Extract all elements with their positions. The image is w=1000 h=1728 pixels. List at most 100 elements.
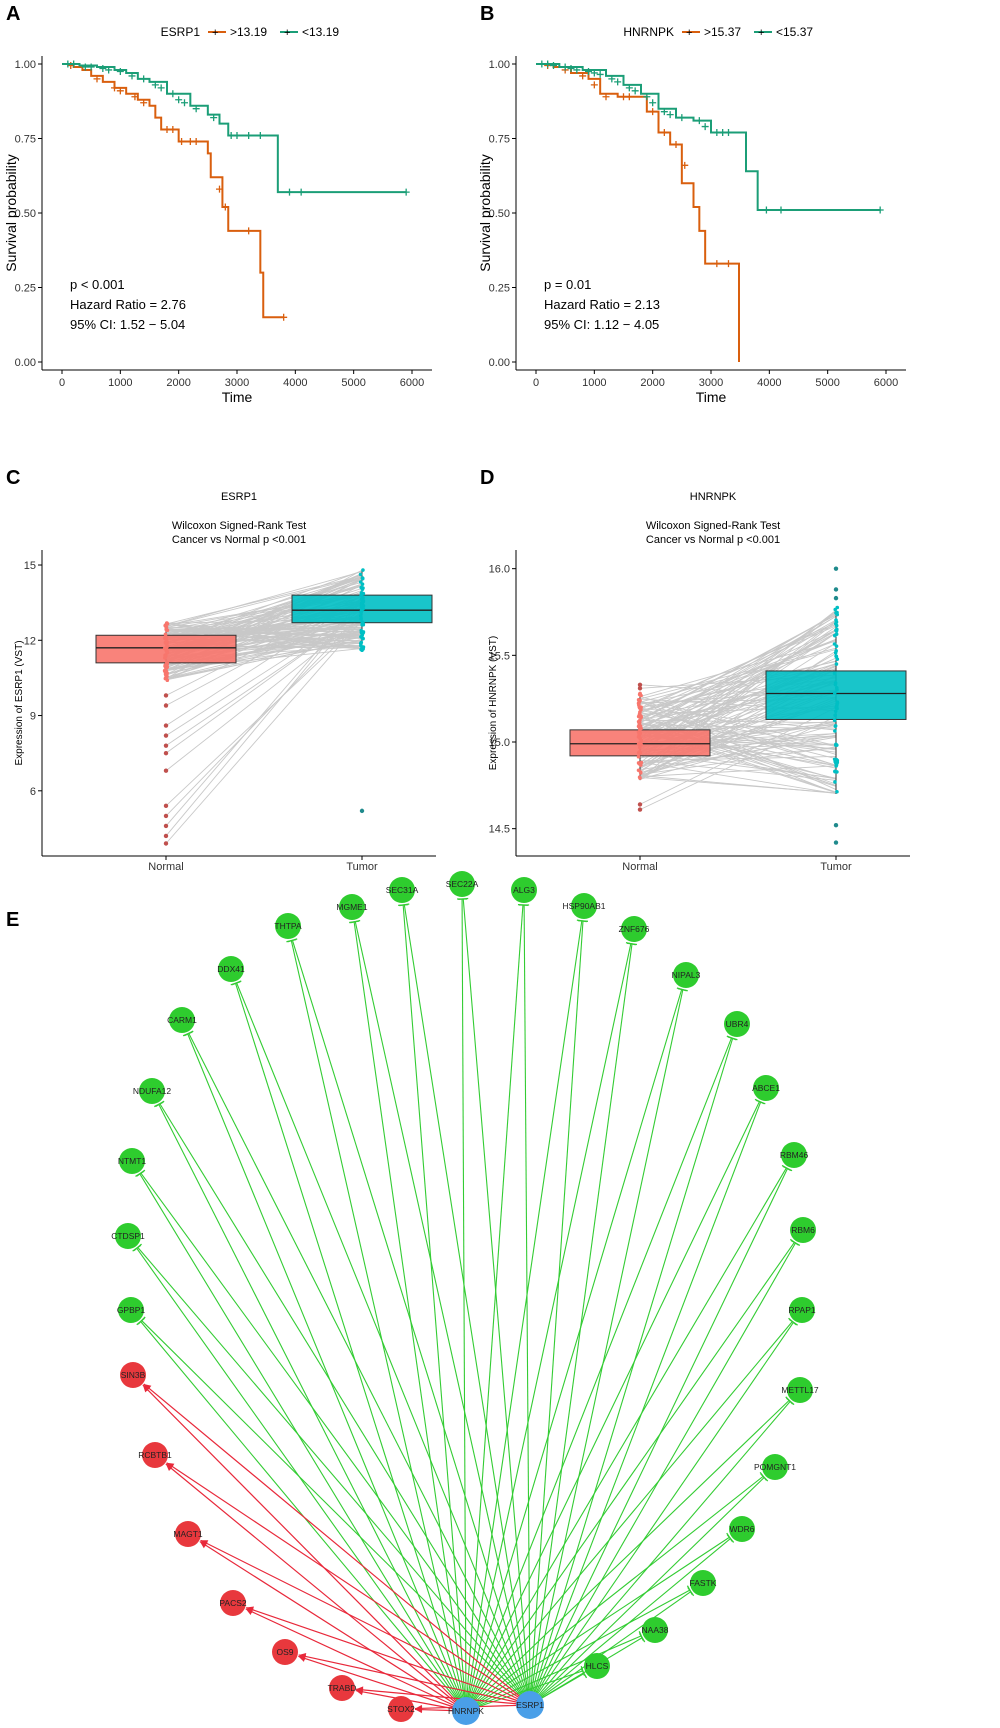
edge-red — [199, 1541, 467, 1712]
y-axis-label: Expression of ESRP1 (VST) — [14, 640, 25, 765]
censor-mark — [280, 313, 288, 321]
box-chart-title: HNRNPK — [690, 491, 737, 503]
censor-mark — [99, 64, 107, 72]
x-tick-label-normal: Normal — [148, 861, 183, 873]
data-point — [359, 597, 364, 601]
data-point — [359, 643, 363, 648]
edge-green — [353, 921, 467, 1712]
edge-arrow — [166, 1462, 175, 1470]
y-tick-label: 15.5 — [489, 650, 510, 662]
node-label: RCBTB1 — [138, 1450, 172, 1460]
node-carm1 — [169, 1007, 195, 1033]
data-point — [358, 613, 363, 618]
pair-line — [165, 576, 363, 627]
pair-line — [639, 624, 837, 709]
node-label: OS9 — [276, 1647, 293, 1657]
y-tick-label: 0.50 — [489, 208, 510, 220]
censor-mark — [178, 137, 186, 145]
edge-bar — [639, 1633, 646, 1643]
legend-title: ESRP1 — [161, 25, 201, 39]
edge-bar — [137, 1316, 146, 1325]
edge-red — [165, 1463, 467, 1712]
outlier-point — [163, 841, 169, 846]
censor-mark — [649, 99, 657, 107]
edge-green — [529, 1401, 791, 1706]
x-tick-label: 4000 — [283, 377, 307, 389]
edge-bar — [726, 1534, 735, 1543]
node-label: METTL17 — [781, 1385, 819, 1395]
x-tick-label: 3000 — [225, 377, 249, 389]
legend-title: HNRNPK — [623, 25, 674, 39]
data-point — [834, 654, 839, 659]
pair-line — [165, 613, 363, 817]
edge-green — [290, 940, 467, 1712]
node-sec31a — [389, 877, 415, 903]
y-tick-label: 0.00 — [489, 357, 510, 369]
legend-marker-0: + — [686, 27, 692, 39]
data-point — [834, 649, 838, 653]
stat-annotation-1: Hazard Ratio = 2.76 — [70, 297, 186, 312]
outlier-point — [637, 686, 643, 691]
outlier-point — [163, 733, 169, 738]
edge-green — [139, 1173, 467, 1712]
censor-mark — [128, 72, 136, 80]
pair-line — [165, 600, 363, 837]
edge-green — [465, 1241, 795, 1712]
censor-mark — [725, 129, 732, 137]
edge-bar — [133, 1243, 142, 1252]
edge-bar — [184, 1030, 194, 1037]
edge-green — [529, 1591, 692, 1706]
censor-mark — [93, 75, 101, 83]
data-point — [835, 701, 840, 705]
x-tick-label-tumor: Tumor — [346, 861, 378, 873]
edge-green — [465, 1536, 730, 1712]
box-chart-esrp1: ESRP1 Wilcoxon Signed-Rank Test Cancer vs … — [14, 491, 436, 873]
pair-line — [165, 575, 363, 625]
outlier-point — [163, 833, 169, 839]
y-tick-label: 0.25 — [15, 283, 36, 295]
data-point — [834, 742, 838, 747]
pair-line — [165, 577, 363, 645]
censor-mark — [614, 78, 622, 86]
edge-bar — [626, 942, 638, 946]
edge-green — [465, 1589, 691, 1712]
censor-mark — [725, 260, 732, 268]
x-axis-label: Time — [222, 389, 253, 405]
y-axis-label: Expression of HNRNPK (VST) — [488, 636, 499, 770]
edge-green — [465, 1101, 760, 1712]
edge-red — [142, 1384, 467, 1712]
edge-red — [166, 1462, 531, 1706]
data-point — [833, 713, 838, 717]
data-point — [638, 743, 642, 748]
data-point — [358, 580, 363, 584]
censor-mark — [678, 114, 686, 122]
censor-mark — [649, 108, 657, 116]
y-tick-label: 9 — [30, 711, 36, 723]
legend-marker-0: + — [212, 27, 218, 39]
node-rbm46 — [781, 1142, 807, 1168]
node-ubr4 — [724, 1011, 750, 1037]
data-point — [163, 672, 168, 676]
outlier-point — [163, 750, 169, 756]
node-label: RPAP1 — [788, 1305, 816, 1315]
network-diagram: MGME1 SEC31A SEC22A ALG3 HSP90AB1 THTPA ZNF676… — [111, 871, 819, 1725]
outlier-point — [163, 813, 169, 819]
data-point — [638, 776, 642, 780]
edge-green — [291, 940, 531, 1706]
legend-label-1: <13.19 — [302, 25, 339, 39]
node-alg3 — [511, 877, 537, 903]
censor-mark — [876, 206, 884, 214]
edge-red — [355, 1688, 531, 1706]
edge-arrow — [200, 1540, 209, 1547]
data-point — [834, 704, 839, 709]
node-label: NIPAL3 — [672, 970, 701, 980]
edge-green — [523, 904, 531, 1706]
y-axis-label: Survival probability — [477, 154, 493, 272]
outlier-point — [163, 723, 169, 728]
panel-label-d: D — [480, 467, 494, 489]
pair-line — [165, 636, 363, 680]
node-label: CARM1 — [167, 1015, 197, 1025]
edge-green — [140, 1172, 531, 1706]
edge-green — [465, 1321, 793, 1712]
censor-mark — [157, 84, 165, 92]
